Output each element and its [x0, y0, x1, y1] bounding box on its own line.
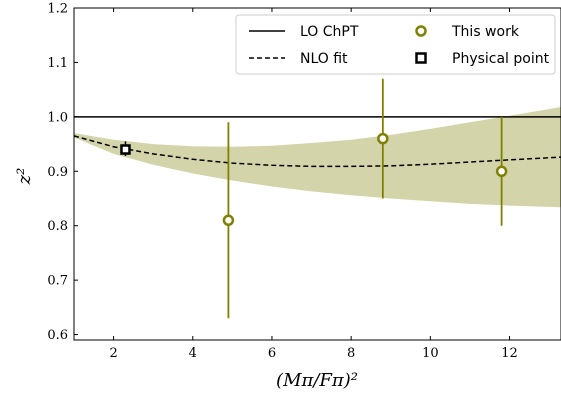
legend-physical-point-label: Physical point — [452, 51, 550, 67]
this-work-point-2 — [495, 165, 508, 178]
legend-this-work-label: This work — [451, 24, 520, 40]
nlo-fit-line — [74, 135, 561, 168]
legend: LO ChPT NLO fit This work Physical point — [235, 14, 556, 75]
this-work-point-0 — [222, 214, 235, 227]
y-tick-label-0.6: 0.6 — [47, 328, 68, 343]
x-tick-label-4: 4 — [189, 346, 197, 361]
y-axis-label: z² — [14, 168, 35, 186]
x-tick-label-8: 8 — [347, 346, 355, 361]
legend-physical-point-swatch — [415, 52, 427, 64]
y-tick-label-1.2: 1.2 — [47, 2, 68, 17]
legend-this-work-swatch — [415, 25, 427, 37]
y-tick-label-0.8: 0.8 — [47, 219, 68, 234]
x-tick-label-12: 12 — [501, 346, 518, 361]
legend-box — [235, 14, 556, 75]
x-axis-label: (Mπ/Fπ)² — [276, 370, 358, 391]
y-tick-label-1: 1.0 — [47, 110, 68, 125]
plot-frame — [73, 7, 561, 341]
x-tick-label-10: 10 — [422, 346, 439, 361]
x-tick-label-2: 2 — [109, 346, 117, 361]
x-axis-ticks: 2 4 6 8 10 12 — [109, 8, 518, 361]
data-points — [120, 78, 508, 319]
legend-lo-chpt-label: LO ChPT — [300, 24, 359, 40]
nlo-fit-error-band — [74, 107, 561, 208]
y-tick-label-1.1: 1.1 — [47, 56, 68, 71]
legend-nlo-fit-label: NLO fit — [300, 51, 348, 67]
y-tick-label-0.9: 0.9 — [47, 165, 68, 180]
y-tick-label-0.7: 0.7 — [47, 274, 68, 289]
y-axis-ticks: 0.6 0.7 0.8 0.9 1.0 1.1 1.2 — [47, 2, 78, 343]
this-work-point-1 — [377, 132, 389, 145]
x-tick-label-6: 6 — [268, 346, 276, 361]
physical-point-marker-0 — [120, 144, 131, 155]
